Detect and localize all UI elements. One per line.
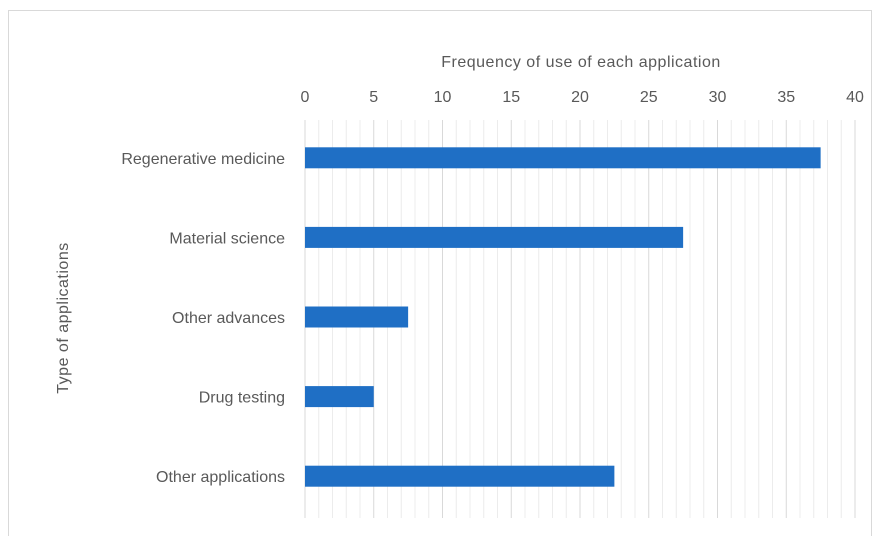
x-tick-label: 15 xyxy=(502,89,520,106)
x-tick-label: 30 xyxy=(709,89,727,106)
category-label: Regenerative medicine xyxy=(121,151,285,168)
bars xyxy=(305,147,821,487)
x-tick-label: 0 xyxy=(301,89,310,106)
bar xyxy=(305,386,374,408)
category-label: Drug testing xyxy=(199,390,285,407)
category-label: Material science xyxy=(169,230,285,247)
category-label: Other advances xyxy=(172,310,285,327)
bar xyxy=(305,465,615,487)
category-label: Other applications xyxy=(156,469,285,486)
bar xyxy=(305,226,684,248)
bar xyxy=(305,147,821,169)
x-tick-label: 35 xyxy=(777,89,795,106)
y-axis-title: Type of applications xyxy=(55,242,72,393)
x-tick-label: 25 xyxy=(640,89,658,106)
x-tick-label: 10 xyxy=(434,89,452,106)
chart-frame xyxy=(8,10,872,536)
x-tick-label: 20 xyxy=(571,89,589,106)
x-tick-labels: 0 5 10 15 20 25 30 35 40 xyxy=(301,89,864,106)
grid-lines xyxy=(304,120,856,518)
bar xyxy=(305,306,409,328)
x-axis-title: Frequency of use of each application xyxy=(441,54,721,71)
x-tick-label: 5 xyxy=(369,89,378,106)
x-tick-label: 40 xyxy=(846,89,864,106)
category-labels: Regenerative medicine Material science Oth… xyxy=(121,151,285,486)
